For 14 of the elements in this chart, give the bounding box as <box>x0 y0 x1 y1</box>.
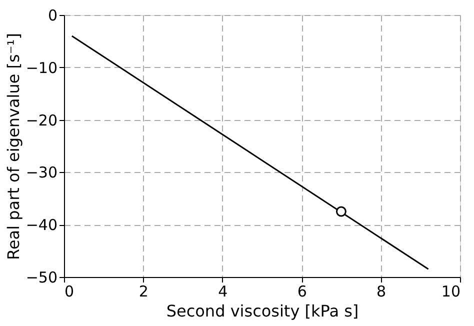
x-tick-label: 0 <box>64 282 74 300</box>
y-tick-label: −40 <box>26 216 58 234</box>
x-tick-label: 6 <box>297 282 307 300</box>
x-tick-label: 10 <box>441 282 460 300</box>
y-tick-label: −30 <box>26 164 58 182</box>
x-tick-label: 4 <box>218 282 228 300</box>
y-tick-label: −20 <box>26 111 58 130</box>
y-tick-label: 0 <box>48 6 58 24</box>
y-tick-label: −10 <box>26 58 58 77</box>
y-axis-title: Real part of eigenvalue [s⁻¹] <box>4 33 23 260</box>
x-tick-label: 8 <box>376 282 386 300</box>
x-axis-title: Second viscosity [kPa s] <box>166 302 359 320</box>
y-tick-label: −50 <box>26 268 58 286</box>
x-tick-label: 2 <box>138 282 148 300</box>
